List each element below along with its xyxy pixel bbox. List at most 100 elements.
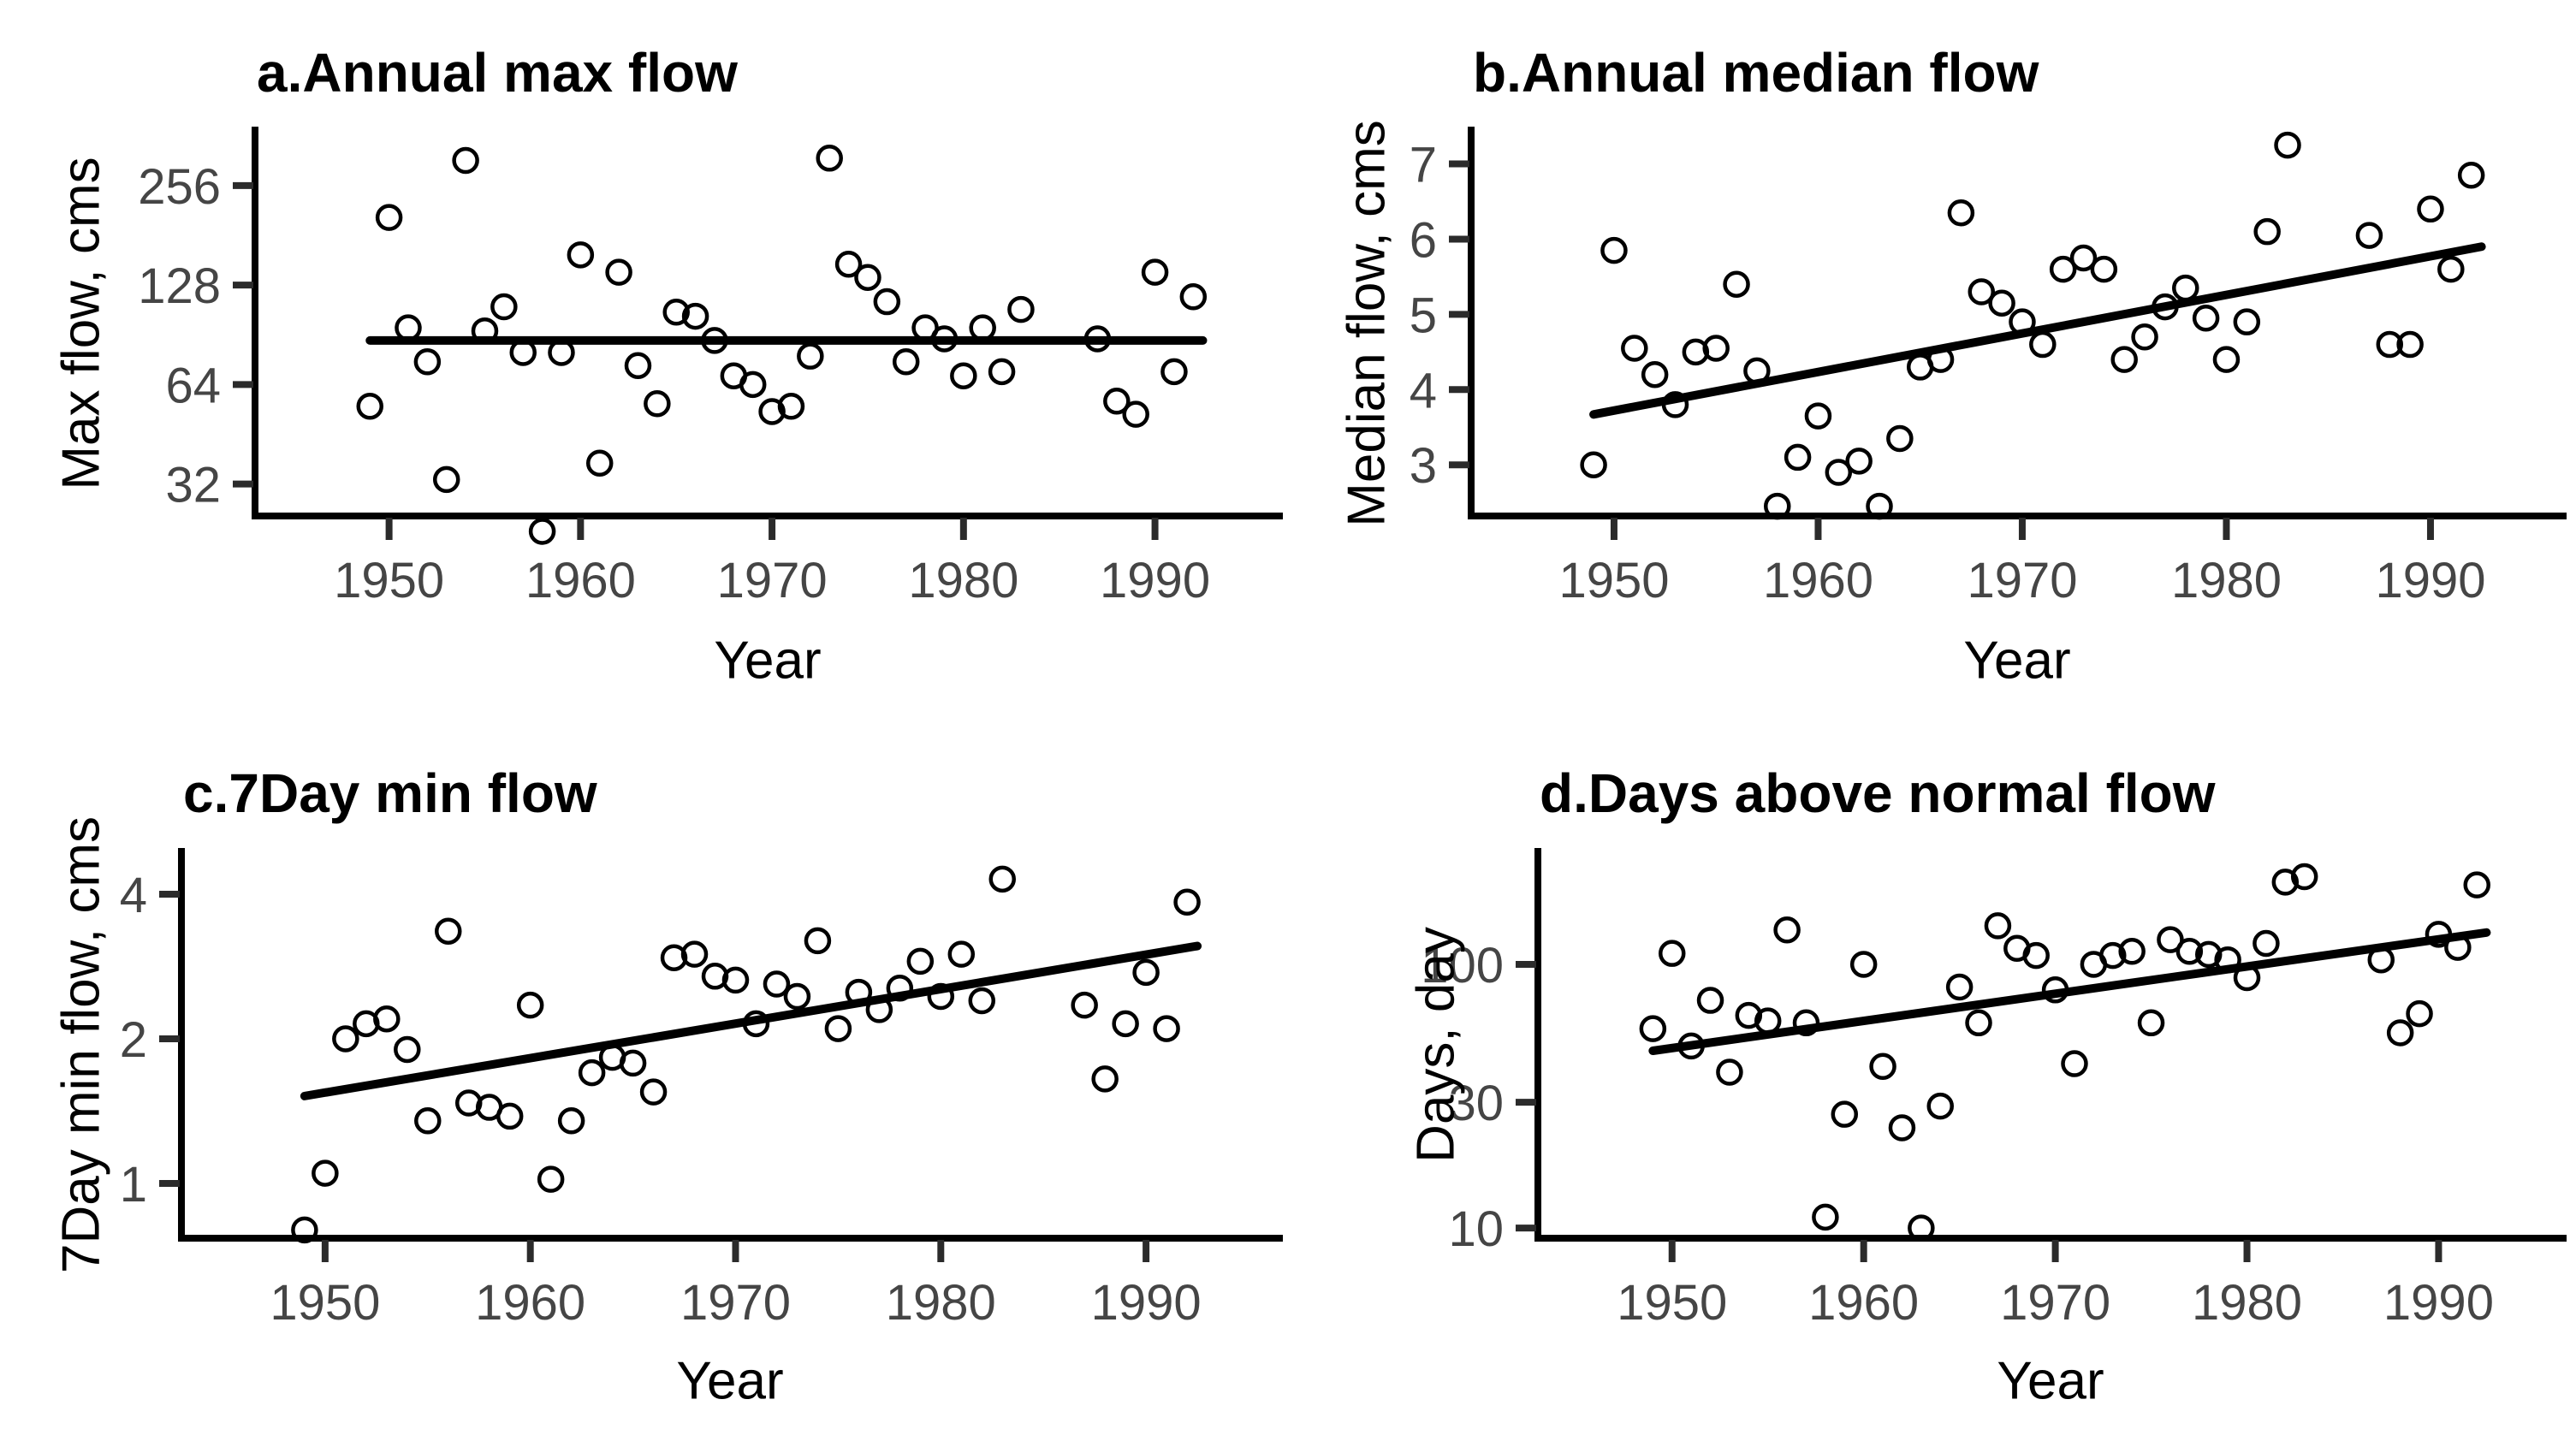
x-tick-label: 1950: [1617, 1275, 1727, 1331]
data-point: [2194, 940, 2223, 969]
data-point: [490, 293, 518, 321]
panel-b-plot: 3 4 5 6 7 1950 1960 1970 1980 1990: [1410, 127, 2567, 608]
data-point: [1908, 1214, 1935, 1242]
data-point: [854, 264, 881, 291]
data-point: [1743, 357, 1771, 385]
data-point: [2355, 222, 2383, 249]
data-point: [1825, 459, 1853, 486]
data-point: [886, 974, 914, 1002]
data-point: [644, 389, 671, 418]
data-point: [1968, 278, 1996, 305]
data-point: [1792, 1009, 1820, 1037]
data-point: [2271, 869, 2300, 896]
y-tick-label: 1: [120, 1157, 147, 1213]
data-point: [927, 982, 955, 1011]
panel-c-plot: 1 2 4 1950 1960 1970 1980 1990: [120, 848, 1283, 1331]
panel-b-x-axis-title: Year: [1963, 631, 2071, 691]
data-point: [1804, 402, 1832, 430]
x-tick-label: 1970: [1967, 553, 2077, 608]
data-point: [312, 1159, 339, 1187]
panel-c-title: c.7Day min flow: [183, 762, 597, 824]
data-point: [1103, 388, 1131, 415]
data-point: [1831, 1100, 1859, 1128]
data-point: [873, 288, 901, 316]
y-tick-label: 7: [1410, 138, 1437, 193]
data-point: [2175, 938, 2204, 965]
data-point: [660, 944, 688, 971]
data-point: [2061, 1050, 2088, 1077]
data-point: [1926, 1092, 1954, 1120]
data-point: [557, 1107, 585, 1135]
data-point: [1173, 888, 1201, 916]
panel-a-x-axis-title: Year: [714, 631, 822, 691]
data-point: [1866, 492, 1893, 520]
data-point: [537, 1165, 565, 1193]
x-tick-label: 1960: [1763, 553, 1873, 608]
data-point: [2110, 346, 2138, 373]
x-tick-label: 1990: [1100, 553, 1210, 608]
panel-d-plot: 10 30 100 1950 1960 1970 1980 1990: [1421, 848, 2567, 1331]
data-point: [1849, 951, 1878, 978]
data-point: [2274, 131, 2301, 159]
data-point: [1702, 335, 1730, 362]
data-point: [845, 978, 873, 1006]
data-point: [2233, 964, 2261, 992]
data-point: [1812, 1203, 1839, 1231]
data-point: [662, 299, 690, 326]
data-point: [1869, 1053, 1896, 1081]
y-tick-label: 30: [1448, 1076, 1504, 1131]
panel-d-x-axis-title: Year: [1997, 1351, 2104, 1411]
data-point: [2137, 1009, 2165, 1037]
data-point: [2233, 308, 2261, 335]
x-tick-label: 1970: [680, 1275, 791, 1331]
data-point: [432, 466, 460, 494]
data-point: [1007, 295, 1035, 323]
data-point: [585, 449, 614, 477]
data-point: [395, 314, 422, 341]
data-point: [413, 348, 442, 376]
data-point: [1888, 1114, 1916, 1142]
data-point: [721, 966, 750, 994]
data-point: [2131, 323, 2158, 351]
data-point: [1723, 270, 1750, 298]
x-tick-label: 1960: [1808, 1275, 1919, 1331]
data-point: [548, 339, 575, 366]
x-tick-label: 1980: [886, 1275, 996, 1331]
x-tick-label: 1950: [270, 1275, 380, 1331]
y-tick-label: 5: [1410, 288, 1437, 343]
data-point: [2212, 346, 2241, 373]
data-point: [332, 1025, 359, 1053]
x-tick-label: 1970: [2000, 1275, 2110, 1331]
y-tick-label: 128: [138, 258, 221, 314]
data-point: [2099, 941, 2127, 970]
data-point: [2009, 308, 2036, 335]
data-point: [528, 518, 556, 545]
y-tick-label: 10: [1448, 1201, 1504, 1257]
trend-line: [1589, 242, 2486, 419]
data-point: [1784, 443, 1812, 471]
data-point: [701, 327, 728, 354]
panel-c-x-axis-title: Year: [676, 1351, 784, 1411]
data-point: [471, 317, 499, 345]
data-point: [2406, 999, 2433, 1028]
panel-c-y-axis-title: 7Day min flow, cms: [51, 815, 111, 1274]
panel-a-title: a.Annual max flow: [257, 42, 738, 104]
y-tick-label: 64: [165, 358, 221, 413]
data-point: [1091, 1065, 1119, 1093]
data-point: [496, 1102, 524, 1130]
data-point: [452, 146, 479, 175]
data-point: [1926, 346, 1955, 373]
data-point: [1988, 289, 2015, 317]
data-point: [680, 940, 709, 968]
data-point: [2376, 330, 2404, 359]
data-point: [1677, 1032, 1705, 1060]
data-point: [834, 251, 863, 278]
data-point: [2253, 929, 2280, 958]
data-point: [1132, 958, 1160, 987]
data-point: [1682, 338, 1710, 366]
data-point: [2367, 946, 2395, 974]
data-point: [2425, 921, 2453, 948]
x-tick-label: 1980: [908, 553, 1018, 608]
